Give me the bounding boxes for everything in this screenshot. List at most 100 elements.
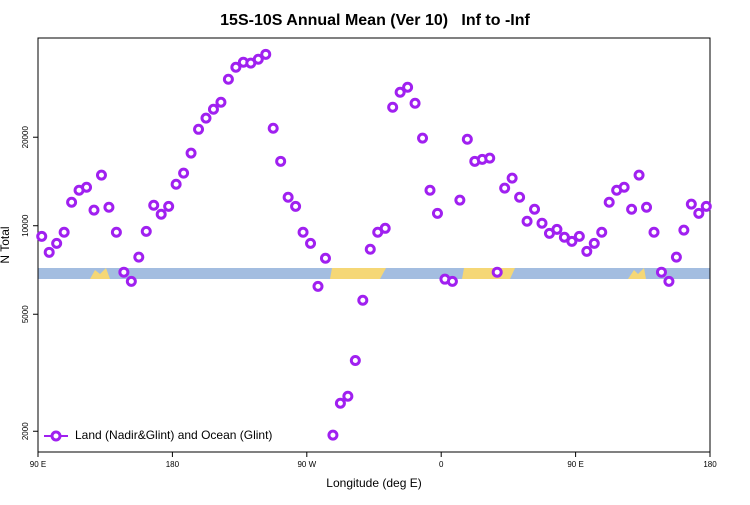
point: [95, 169, 107, 181]
point: [641, 201, 653, 213]
x-tick-label: 90 E: [567, 460, 583, 469]
point: [140, 225, 152, 237]
y-tick-label: 5000: [21, 305, 30, 323]
point: [655, 266, 667, 278]
surface-band: [38, 268, 710, 279]
point: [357, 294, 369, 306]
point: [693, 207, 705, 219]
point: [222, 73, 234, 85]
point: [118, 266, 130, 278]
point: [125, 275, 137, 287]
point: [446, 275, 458, 287]
point: [275, 155, 287, 167]
point: [155, 208, 167, 220]
point: [521, 215, 533, 227]
point: [536, 217, 548, 229]
point: [581, 245, 593, 257]
point: [290, 200, 302, 212]
y-tick-label: 20000: [21, 126, 30, 149]
y-tick-label: 10000: [21, 214, 30, 237]
point: [43, 246, 55, 258]
point: [678, 224, 690, 236]
x-tick-label: 90 W: [297, 460, 316, 469]
x-tick-label: 180: [166, 460, 180, 469]
x-tick-label: 90 E: [30, 460, 46, 469]
point: [529, 203, 541, 215]
point: [267, 122, 279, 134]
point: [319, 252, 331, 264]
point: [409, 97, 421, 109]
point: [312, 280, 324, 292]
point: [566, 235, 578, 247]
point: [185, 147, 197, 159]
point: [297, 226, 309, 238]
point: [514, 191, 526, 203]
point: [417, 132, 429, 144]
point: [551, 223, 563, 235]
point: [588, 237, 600, 249]
point: [103, 201, 115, 213]
point: [51, 237, 63, 249]
y-axis-label: N Total: [0, 226, 12, 263]
point: [81, 181, 93, 193]
land-band: [90, 268, 646, 279]
x-tick-label: 0: [439, 460, 444, 469]
point: [506, 172, 518, 184]
point: [349, 355, 361, 367]
x-axis-label: Longitude (deg E): [326, 476, 421, 490]
point: [178, 167, 190, 179]
point: [148, 199, 160, 211]
point: [685, 198, 697, 210]
legend-marker: [50, 430, 62, 442]
point: [282, 191, 294, 203]
legend-label: Land (Nadir&Glint) and Ocean (Glint): [75, 428, 272, 442]
point: [193, 123, 205, 135]
point: [491, 266, 503, 278]
point: [342, 390, 354, 402]
point: [260, 48, 272, 60]
point: [379, 222, 391, 234]
point: [36, 230, 48, 242]
point: [424, 184, 436, 196]
point: [230, 61, 242, 73]
point: [387, 101, 399, 113]
y-tick-label: 2000: [21, 422, 30, 440]
point: [215, 96, 227, 108]
point: [58, 226, 70, 238]
point: [663, 275, 675, 287]
point: [596, 226, 608, 238]
point: [648, 226, 660, 238]
point: [170, 178, 182, 190]
point: [200, 112, 212, 124]
point: [633, 169, 645, 181]
point: [110, 226, 122, 238]
point: [670, 251, 682, 263]
point: [499, 182, 511, 194]
point: [402, 81, 414, 93]
point: [431, 207, 443, 219]
point: [461, 133, 473, 145]
point: [88, 204, 100, 216]
point: [207, 103, 219, 115]
point: [484, 152, 496, 164]
point: [364, 243, 376, 255]
point: [394, 86, 406, 98]
point: [454, 194, 466, 206]
chart-title: 15S-10S Annual Mean (Ver 10) Inf to -Inf: [220, 12, 530, 29]
point: [700, 200, 712, 212]
point: [327, 429, 339, 441]
point: [133, 251, 145, 263]
plot-frame: [37, 37, 711, 453]
point: [334, 397, 346, 409]
point: [163, 200, 175, 212]
point: [305, 237, 317, 249]
point: [573, 230, 585, 242]
point: [626, 203, 638, 215]
point: [252, 53, 264, 65]
point: [66, 196, 78, 208]
point: [618, 181, 630, 193]
x-tick-label: 180: [703, 460, 717, 469]
point: [603, 196, 615, 208]
